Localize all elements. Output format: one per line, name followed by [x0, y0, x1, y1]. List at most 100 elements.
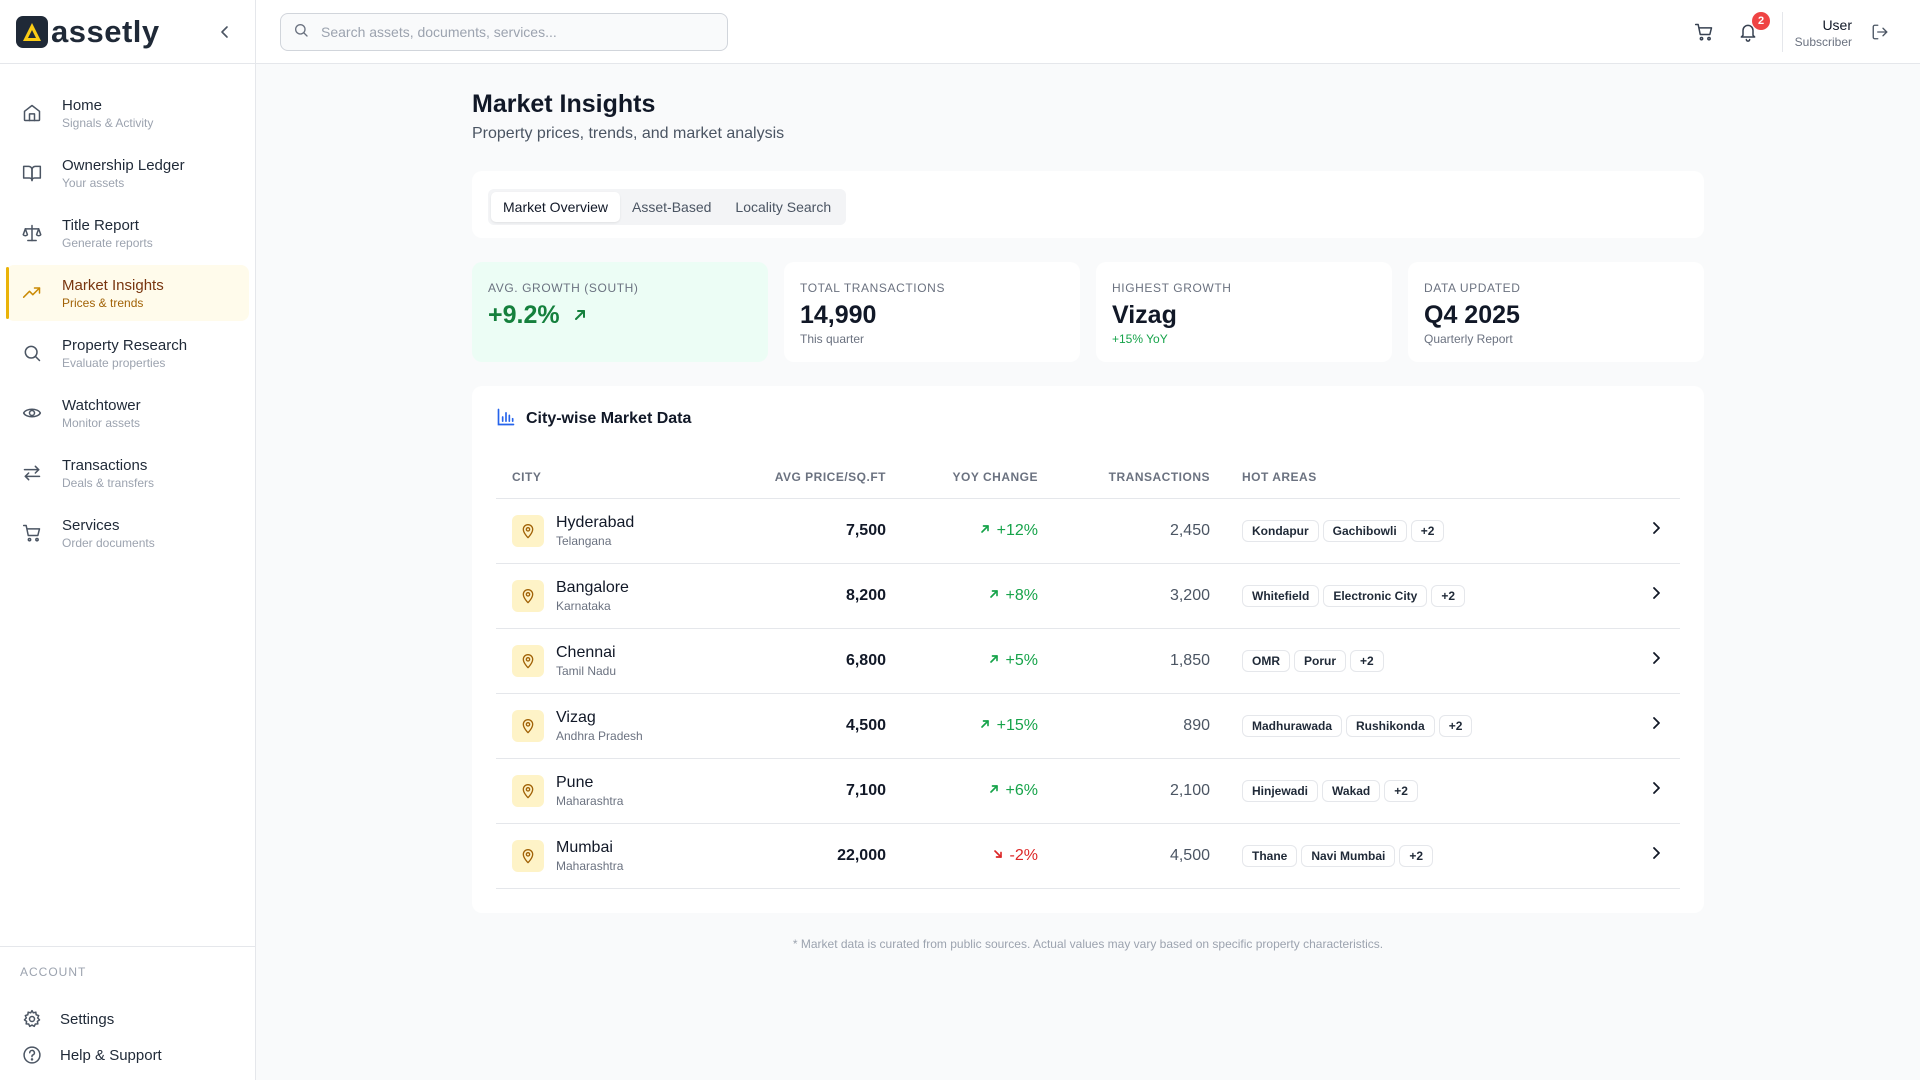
- sidebar-item-transactions[interactable]: Transactions Deals & transfers: [6, 445, 249, 501]
- sidebar-item-market-insights[interactable]: Market Insights Prices & trends: [6, 265, 249, 321]
- table-row[interactable]: Mumbai Maharashtra 22,000 -2% 4,500 Than…: [496, 823, 1680, 889]
- chevron-right-icon: [1653, 522, 1660, 534]
- sidebar-item-sublabel: Prices & trends: [62, 295, 144, 310]
- sidebar-item-label: Ownership Ledger: [62, 156, 185, 174]
- yoy-value: -2%: [1009, 846, 1038, 864]
- hot-areas: Hinjewadi Wakad +2: [1242, 779, 1632, 802]
- map-pin-icon: [512, 709, 544, 742]
- city-market-card: City-wise Market Data CITY AVG PRICE/SQ.…: [472, 386, 1704, 913]
- stat-note: +15% YoY: [1112, 332, 1168, 346]
- column-header-price[interactable]: AVG PRICE/SQ.FT: [736, 456, 886, 499]
- city-name: Bangalore: [556, 578, 629, 596]
- row-details-button[interactable]: [1648, 650, 1664, 666]
- notifications-button[interactable]: 2: [1736, 12, 1770, 44]
- stat-card-data-updated: DATA UPDATED Q4 2025 Quarterly Report: [1408, 262, 1704, 362]
- sidebar-item-label: Watchtower: [62, 396, 141, 414]
- sidebar-item-watchtower[interactable]: Watchtower Monitor assets: [6, 385, 249, 441]
- card-title: City-wise Market Data: [526, 410, 692, 427]
- stat-note: This quarter: [800, 332, 865, 346]
- city-name: Vizag: [556, 708, 596, 726]
- more-areas-tag[interactable]: +2: [1438, 714, 1473, 737]
- row-details-button[interactable]: [1648, 520, 1664, 536]
- table-row[interactable]: Bangalore Karnataka 8,200 +8% 3,200 Whit…: [496, 563, 1680, 629]
- column-header-yoy[interactable]: YOY CHANGE: [886, 456, 1038, 499]
- table-row[interactable]: Chennai Tamil Nadu 6,800 +5% 1,850 OMR Po…: [496, 628, 1680, 694]
- stat-label: HIGHEST GROWTH: [1112, 281, 1232, 295]
- row-details-button[interactable]: [1648, 845, 1664, 861]
- more-areas-tag[interactable]: +2: [1410, 519, 1445, 542]
- sidebar-item-sublabel: Order documents: [62, 535, 155, 550]
- sidebar-item-label: Services: [62, 516, 120, 534]
- more-areas-tag[interactable]: +2: [1350, 649, 1384, 672]
- sidebar-item-settings[interactable]: Settings: [20, 1007, 114, 1031]
- yoy-change: +15%: [979, 717, 1038, 735]
- stats-row: AVG. GROWTH (SOUTH) +9.2% TOTAL TRANSACT…: [472, 262, 1704, 362]
- collapse-sidebar-button[interactable]: [215, 22, 235, 42]
- search-box[interactable]: [280, 13, 728, 51]
- trending-up-icon: [20, 281, 44, 305]
- table-row[interactable]: Pune Maharashtra 7,100 +6% 2,100 Hinjewa…: [496, 758, 1680, 824]
- avg-price: 7,500: [845, 521, 886, 539]
- column-header-city[interactable]: CITY: [496, 456, 736, 499]
- hot-area-tag: Rushikonda: [1346, 714, 1435, 737]
- row-details-button[interactable]: [1648, 585, 1664, 601]
- table-row[interactable]: Vizag Andhra Pradesh 4,500 +15% 890 Madh…: [496, 693, 1680, 759]
- hot-area-tag: Hinjewadi: [1242, 779, 1319, 802]
- sidebar-item-label: Transactions: [62, 456, 148, 474]
- sidebar-item-home[interactable]: Home Signals & Activity: [6, 85, 249, 141]
- hot-area-tag: Thane: [1242, 844, 1298, 867]
- cart-icon: [1694, 23, 1713, 41]
- hot-areas: OMR Porur +2: [1242, 649, 1632, 672]
- sidebar-item-services[interactable]: Services Order documents: [6, 505, 249, 561]
- stat-note: Quarterly Report: [1424, 332, 1513, 346]
- hot-areas: Madhurawada Rushikonda +2: [1242, 714, 1632, 737]
- notification-badge: 2: [1752, 12, 1770, 30]
- logout-button[interactable]: [1868, 20, 1892, 44]
- chevron-right-icon: [1653, 717, 1660, 729]
- sidebar-item-title-report[interactable]: Title Report Generate reports: [6, 205, 249, 261]
- avg-price: 6,800: [845, 651, 886, 669]
- sidebar-item-help[interactable]: Help & Support: [20, 1043, 162, 1067]
- stat-label: TOTAL TRANSACTIONS: [800, 281, 946, 295]
- sidebar-item-sublabel: Your assets: [62, 175, 125, 190]
- transactions-count: 1,850: [1169, 651, 1210, 669]
- column-header-transactions[interactable]: TRANSACTIONS: [1038, 456, 1210, 499]
- row-details-button[interactable]: [1648, 715, 1664, 731]
- city-state: Karnataka: [556, 598, 611, 613]
- tabs-card: Market Overview Asset-Based Locality Sea…: [472, 171, 1704, 238]
- yoy-change: +12%: [979, 522, 1038, 540]
- stat-card-total-transactions: TOTAL TRANSACTIONS 14,990 This quarter: [784, 262, 1080, 362]
- chevron-right-icon: [1653, 652, 1660, 664]
- city-name: Pune: [556, 773, 594, 791]
- row-details-button[interactable]: [1648, 780, 1664, 796]
- tab-locality-search[interactable]: Locality Search: [735, 199, 832, 215]
- sidebar-item-property-research[interactable]: Property Research Evaluate properties: [6, 325, 249, 381]
- city-name: Hyderabad: [556, 513, 635, 531]
- arrow-up-right-icon: [988, 587, 1000, 605]
- tab-asset-based[interactable]: Asset-Based: [632, 199, 712, 215]
- transactions-count: 3,200: [1169, 586, 1210, 604]
- transactions-count: 890: [1183, 716, 1210, 734]
- sidebar-item-label: Title Report: [62, 216, 139, 234]
- hot-area-tag: Whitefield: [1242, 584, 1320, 607]
- more-areas-tag[interactable]: +2: [1431, 584, 1466, 607]
- sidebar-item-sublabel: Monitor assets: [62, 415, 141, 430]
- sidebar-item-ownership-ledger[interactable]: Ownership Ledger Your assets: [6, 145, 249, 201]
- table-row[interactable]: Hyderabad Telangana 7,500 +12% 2,450 Kon…: [496, 498, 1680, 564]
- stat-value: Vizag: [1112, 301, 1177, 329]
- column-header-hot-areas: HOT AREAS: [1210, 456, 1632, 499]
- more-areas-tag[interactable]: +2: [1384, 779, 1418, 802]
- yoy-value: +6%: [1005, 781, 1038, 799]
- more-areas-tag[interactable]: +2: [1399, 844, 1434, 867]
- stat-value: 14,990: [800, 301, 877, 329]
- city-name: Chennai: [556, 643, 616, 661]
- arrow-up-right-icon: [572, 307, 588, 323]
- cart-button[interactable]: [1692, 20, 1716, 44]
- tab-market-overview[interactable]: Market Overview: [491, 192, 621, 222]
- help-icon: [20, 1043, 44, 1067]
- avg-price: 8,200: [845, 586, 886, 604]
- hot-area-tag: Wakad: [1322, 779, 1381, 802]
- search-input[interactable]: [321, 24, 701, 40]
- hot-areas: Kondapur Gachibowli +2: [1242, 519, 1632, 542]
- user-menu[interactable]: User Subscriber: [1795, 16, 1852, 50]
